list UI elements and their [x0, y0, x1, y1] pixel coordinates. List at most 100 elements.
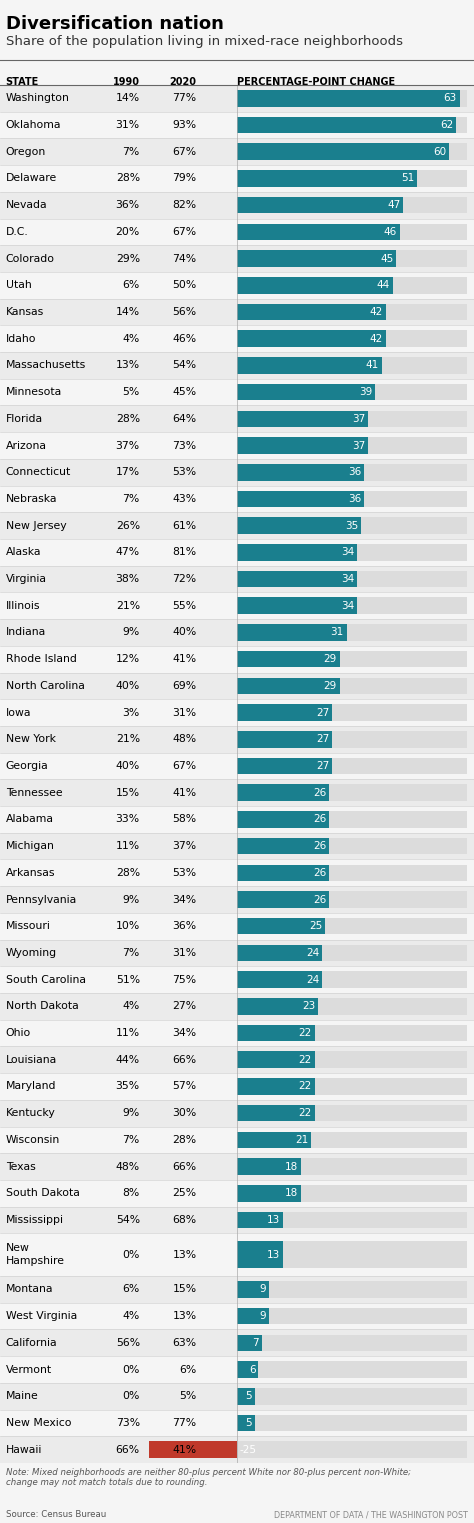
Bar: [0, 218, 474, 245]
Text: 9%: 9%: [123, 627, 140, 638]
Text: 42: 42: [369, 308, 383, 317]
Text: Oregon: Oregon: [6, 146, 46, 157]
Bar: [237, 944, 322, 961]
Bar: [237, 1212, 467, 1228]
Text: 5: 5: [245, 1390, 252, 1401]
Bar: [237, 891, 467, 908]
Bar: [0, 859, 474, 886]
Bar: [237, 918, 467, 935]
Text: 66%: 66%: [173, 1162, 197, 1171]
Text: 11%: 11%: [116, 1028, 140, 1039]
Bar: [0, 940, 474, 966]
Text: Kentucky: Kentucky: [6, 1109, 55, 1118]
Text: 39: 39: [359, 387, 372, 398]
Bar: [0, 699, 474, 726]
Bar: [237, 544, 467, 560]
Text: 35: 35: [345, 521, 358, 530]
Bar: [0, 111, 474, 139]
Bar: [237, 1051, 315, 1068]
Bar: [0, 433, 474, 458]
Text: South Carolina: South Carolina: [6, 975, 86, 985]
Text: Maryland: Maryland: [6, 1081, 56, 1092]
Bar: [237, 117, 467, 134]
Bar: [237, 972, 322, 988]
Bar: [237, 518, 467, 535]
Text: 24: 24: [306, 947, 319, 958]
Text: 25: 25: [310, 921, 323, 931]
Text: 22: 22: [299, 1081, 312, 1092]
Text: 93%: 93%: [173, 120, 197, 129]
Text: 5: 5: [245, 1418, 252, 1429]
Text: 31%: 31%: [173, 947, 197, 958]
Bar: [0, 1410, 474, 1436]
Bar: [237, 1308, 467, 1325]
Bar: [237, 1025, 467, 1042]
Bar: [0, 139, 474, 164]
Text: 37%: 37%: [173, 841, 197, 851]
Text: Virginia: Virginia: [6, 574, 46, 583]
Text: Illinois: Illinois: [6, 600, 40, 611]
Bar: [0, 326, 474, 352]
Bar: [237, 1132, 467, 1148]
Text: 23: 23: [302, 1001, 316, 1011]
Text: New Mexico: New Mexico: [6, 1418, 71, 1429]
Text: 26%: 26%: [116, 521, 140, 530]
Bar: [237, 1441, 467, 1458]
Text: 29: 29: [323, 681, 337, 691]
Bar: [237, 490, 467, 507]
Text: 75%: 75%: [173, 975, 197, 985]
Bar: [237, 1025, 315, 1042]
Text: Arkansas: Arkansas: [6, 868, 55, 877]
Text: 55%: 55%: [173, 600, 197, 611]
Bar: [237, 998, 467, 1014]
Text: 8%: 8%: [123, 1188, 140, 1199]
Text: Montana: Montana: [6, 1284, 53, 1295]
Bar: [0, 833, 474, 859]
Text: 18: 18: [284, 1188, 298, 1199]
Text: 2020: 2020: [170, 78, 197, 87]
Text: New Jersey: New Jersey: [6, 521, 66, 530]
Text: 13: 13: [267, 1215, 280, 1224]
Bar: [237, 518, 361, 535]
Text: South Dakota: South Dakota: [6, 1188, 80, 1199]
Bar: [237, 411, 368, 426]
Bar: [237, 1078, 467, 1095]
Text: D.C.: D.C.: [6, 227, 28, 238]
Text: 4%: 4%: [123, 1001, 140, 1011]
Bar: [0, 1330, 474, 1355]
Text: 7%: 7%: [123, 1135, 140, 1145]
Bar: [0, 565, 474, 592]
Text: 36: 36: [348, 493, 362, 504]
Bar: [237, 624, 467, 641]
Bar: [0, 646, 474, 673]
Text: 3%: 3%: [123, 708, 140, 717]
Text: 7%: 7%: [123, 493, 140, 504]
Text: 24: 24: [306, 975, 319, 985]
Text: 20%: 20%: [116, 227, 140, 238]
Text: Alabama: Alabama: [6, 815, 54, 824]
Bar: [0, 726, 474, 752]
Bar: [237, 624, 346, 641]
Bar: [237, 143, 449, 160]
Text: 50%: 50%: [173, 280, 197, 291]
Text: 37: 37: [352, 414, 365, 423]
Text: 79%: 79%: [173, 174, 197, 183]
Text: -25: -25: [240, 1445, 257, 1454]
Bar: [237, 571, 357, 588]
Text: 0%: 0%: [122, 1365, 140, 1375]
Text: Indiana: Indiana: [6, 627, 46, 638]
Text: Tennessee: Tennessee: [6, 787, 62, 798]
Bar: [237, 838, 467, 854]
Bar: [237, 250, 467, 267]
Text: 56%: 56%: [116, 1337, 140, 1348]
Text: Ohio: Ohio: [6, 1028, 31, 1039]
Bar: [237, 171, 467, 187]
Bar: [237, 731, 332, 748]
Bar: [0, 673, 474, 699]
Text: 45%: 45%: [173, 387, 197, 398]
Bar: [237, 972, 467, 988]
Text: 27: 27: [317, 762, 329, 771]
Bar: [237, 303, 385, 320]
Bar: [237, 1387, 255, 1404]
Text: Hawaii: Hawaii: [6, 1445, 42, 1454]
